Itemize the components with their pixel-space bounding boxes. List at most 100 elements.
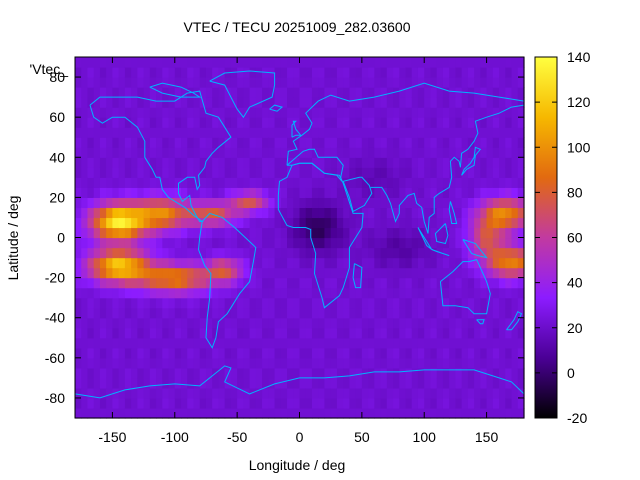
heatmap-cell: [255, 297, 263, 309]
heatmap-cell: [480, 97, 488, 108]
heatmap-cell: [193, 277, 201, 289]
heatmap-cell: [380, 217, 388, 229]
heatmap-cell: [511, 257, 519, 269]
heatmap-cell: [81, 347, 89, 359]
heatmap-cell: [205, 247, 213, 259]
heatmap-cell: [380, 277, 388, 289]
heatmap-cell: [212, 387, 220, 399]
heatmap-cell: [93, 177, 101, 188]
heatmap-cell: [181, 97, 188, 108]
heatmap-cell: [480, 377, 488, 389]
heatmap-cell: [143, 297, 151, 309]
heatmap-cell: [124, 237, 132, 249]
heatmap-cell: [299, 297, 307, 309]
heatmap-cell: [480, 57, 488, 68]
heatmap-cell: [106, 107, 114, 118]
coastline: [461, 146, 482, 176]
heatmap-cell: [293, 407, 301, 419]
heatmap-cell: [287, 287, 294, 299]
heatmap-cell: [361, 57, 369, 68]
heatmap-cell: [517, 217, 525, 229]
heatmap-cell: [181, 187, 188, 198]
heatmap-cell: [187, 127, 195, 138]
heatmap-cell: [199, 187, 207, 198]
heatmap-cell: [336, 347, 344, 359]
heatmap-cell: [168, 407, 176, 419]
heatmap-cell: [374, 377, 382, 389]
heatmap-cell: [262, 257, 269, 269]
heatmap-cell: [93, 367, 101, 379]
heatmap-cell: [218, 67, 226, 78]
heatmap-cell: [137, 267, 145, 279]
heatmap-cell: [405, 307, 413, 319]
heatmap-cell: [305, 87, 313, 98]
heatmap-cell: [311, 157, 319, 168]
heatmap-cell: [311, 107, 319, 118]
x-tick-label: 50: [354, 429, 370, 445]
colorbar-tick-label: 120: [567, 94, 591, 110]
heatmap-cell: [361, 137, 369, 148]
coastline: [439, 259, 491, 315]
heatmap-cell: [436, 197, 444, 209]
heatmap-cell: [449, 157, 457, 168]
heatmap-cell: [137, 377, 145, 389]
heatmap-cell: [467, 167, 475, 178]
heatmap-cell: [243, 217, 251, 229]
heatmap-cell: [287, 57, 294, 68]
heatmap-cell: [311, 397, 319, 409]
heatmap-cell: [411, 237, 419, 249]
heatmap-cell: [230, 127, 238, 138]
heatmap-cell: [461, 267, 469, 279]
heatmap-cell: [287, 97, 294, 108]
heatmap-cell: [411, 357, 419, 369]
heatmap-cell: [262, 217, 269, 229]
heatmap-cell: [262, 87, 269, 98]
heatmap-cell: [324, 207, 332, 219]
heatmap-cell: [262, 107, 269, 118]
heatmap-cell: [480, 197, 488, 209]
heatmap-cell: [268, 57, 276, 68]
heatmap-cell: [124, 107, 132, 118]
heatmap-cell: [380, 347, 388, 359]
heatmap-cell: [361, 357, 369, 369]
heatmap-cell: [118, 257, 126, 269]
heatmap-cell: [368, 197, 375, 209]
heatmap-cell: [156, 367, 163, 379]
heatmap-cell: [380, 137, 388, 148]
heatmap-cell: [118, 367, 126, 379]
heatmap-cell: [517, 387, 525, 399]
heatmap-cell: [461, 77, 469, 88]
heatmap-cell: [386, 347, 394, 359]
heatmap-cell: [343, 207, 350, 219]
heatmap-cell: [218, 177, 226, 188]
heatmap-cell: [224, 117, 232, 128]
heatmap-cell: [149, 397, 157, 409]
heatmap-cell: [355, 247, 363, 259]
heatmap-cell: [318, 377, 326, 389]
heatmap-cell: [112, 57, 120, 68]
heatmap-cell: [243, 177, 251, 188]
heatmap-cell: [380, 157, 388, 168]
heatmap-cell: [430, 107, 438, 118]
heatmap-cell: [486, 177, 494, 188]
heatmap-cell: [517, 187, 525, 198]
heatmap-cell: [405, 267, 413, 279]
heatmap-cell: [93, 287, 101, 299]
heatmap-cell: [205, 397, 213, 409]
heatmap-cell: [293, 67, 301, 78]
heatmap-cell: [336, 147, 344, 158]
heatmap-cell: [124, 187, 132, 198]
heatmap-cell: [181, 257, 188, 269]
heatmap-cell: [174, 117, 182, 128]
heatmap-cell: [293, 147, 301, 158]
heatmap-cell: [336, 107, 344, 118]
heatmap-cell: [212, 317, 220, 329]
heatmap-cell: [318, 227, 326, 239]
heatmap-cell: [355, 267, 363, 279]
heatmap-cell: [99, 237, 107, 249]
heatmap-cell: [318, 257, 326, 269]
heatmap-cell: [112, 127, 120, 138]
heatmap-cell: [268, 237, 276, 249]
heatmap-cell: [305, 207, 313, 219]
heatmap-cell: [505, 127, 513, 138]
